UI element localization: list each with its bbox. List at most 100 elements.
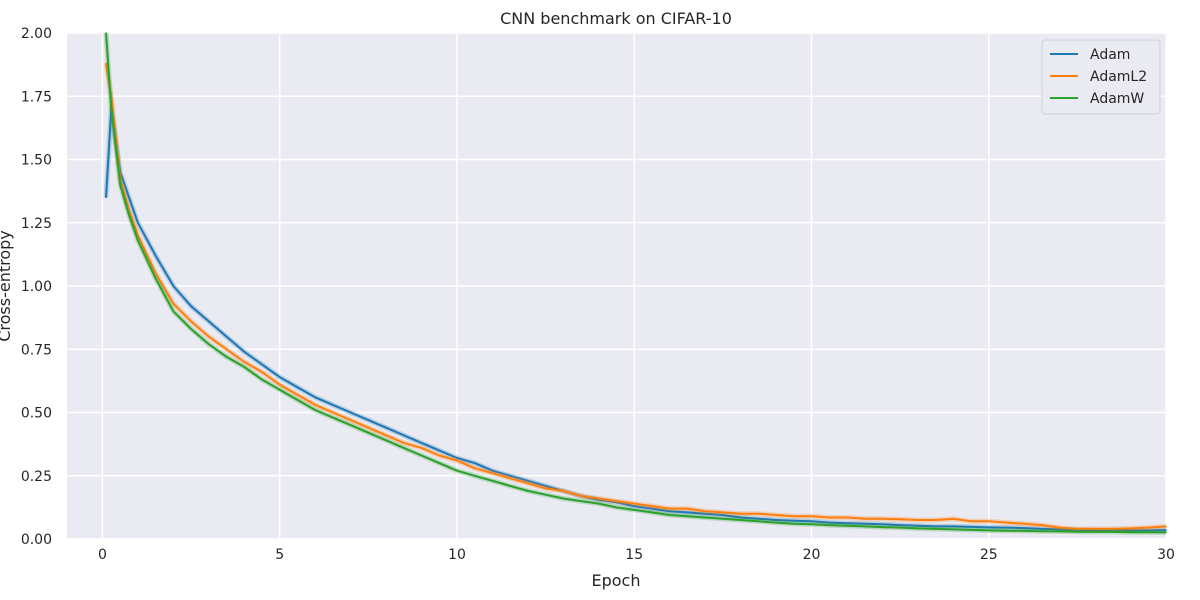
data-point-adaml2 [1112, 528, 1114, 530]
data-point-adaml2 [243, 361, 246, 363]
data-point-adaml2 [810, 515, 813, 517]
data-point-adam [128, 196, 130, 199]
data-point-adam [278, 376, 281, 378]
data-point-adamw [105, 32, 107, 34]
data-point-adamw [739, 519, 742, 521]
data-point-adamw [509, 485, 511, 487]
data-point-adaml2 [651, 505, 653, 507]
data-point-adaml2 [1165, 525, 1167, 528]
data-point-adaml2 [137, 234, 139, 237]
y-tick-label: 0.25 [21, 469, 52, 485]
data-point-adamw [952, 528, 955, 531]
data-point-adam [544, 485, 547, 487]
data-point-adaml2 [863, 518, 866, 520]
data-point-adam [1147, 529, 1150, 532]
data-point-adam [491, 469, 494, 472]
data-point-adamw [1165, 531, 1167, 534]
data-point-adaml2 [775, 514, 777, 516]
data-point-adam [757, 518, 760, 520]
data-point-adaml2 [1147, 526, 1150, 529]
data-point-adam [243, 351, 246, 353]
data-point-adaml2 [952, 518, 955, 520]
y-tick-label: 2.00 [21, 26, 52, 42]
data-point-adaml2 [190, 320, 192, 323]
y-tick-label: 1.00 [21, 279, 52, 295]
data-point-adaml2 [722, 511, 724, 514]
data-point-adamw [456, 469, 458, 472]
data-point-adam [810, 520, 813, 523]
data-point-adamw [987, 529, 990, 532]
data-point-adamw [863, 525, 866, 528]
data-point-adamw [190, 328, 192, 330]
data-point-adam [739, 516, 742, 519]
data-point-adamw [420, 454, 423, 457]
data-point-adamw [491, 480, 494, 482]
data-point-adam [172, 285, 175, 287]
data-point-adamw [775, 521, 777, 524]
data-point-adamw [810, 523, 813, 526]
data-point-adaml2 [473, 467, 476, 470]
data-point-adamw [403, 447, 405, 449]
data-point-adam [917, 525, 919, 527]
data-point-adam [509, 475, 511, 477]
data-point-adaml2 [172, 302, 175, 305]
data-point-adaml2 [509, 477, 511, 480]
data-point-adamw [243, 366, 246, 368]
data-point-adam [1129, 529, 1132, 532]
data-point-adaml2 [633, 502, 635, 505]
data-point-adamw [119, 184, 121, 186]
legend-label-adamw: AdamW [1090, 91, 1144, 107]
data-point-adamw [580, 500, 582, 502]
data-point-adam [775, 519, 777, 521]
data-point-adaml2 [828, 516, 830, 519]
data-point-adamw [722, 518, 724, 520]
data-point-adamw [208, 343, 210, 346]
data-point-adaml2 [208, 335, 210, 338]
data-point-adamw [917, 527, 919, 530]
data-point-adamw [261, 378, 263, 381]
data-point-adamw [367, 431, 370, 434]
data-point-adaml2 [793, 515, 795, 517]
data-point-adamw [1041, 530, 1043, 532]
data-point-adamw [137, 239, 139, 242]
x-tick-label: 20 [803, 547, 821, 563]
data-point-adaml2 [598, 497, 600, 500]
data-point-adaml2 [456, 459, 458, 462]
x-tick-label: 15 [625, 547, 643, 563]
y-tick-label: 1.75 [21, 89, 52, 105]
chart-title: CNN benchmark on CIFAR-10 [500, 9, 732, 28]
data-point-adamw [846, 525, 848, 527]
data-point-adam [1005, 526, 1008, 529]
data-point-adamw [1147, 531, 1150, 533]
data-point-adamw [651, 511, 653, 514]
data-point-adaml2 [934, 519, 937, 521]
data-point-adaml2 [527, 482, 529, 485]
data-point-adamw [110, 108, 113, 110]
data-point-adaml2 [385, 434, 387, 437]
data-point-adam [225, 335, 228, 338]
data-point-adam [651, 507, 653, 510]
legend-label-adaml2: AdamL2 [1090, 69, 1147, 85]
legend-label-adam: Adam [1090, 47, 1130, 63]
data-point-adam [987, 526, 990, 529]
grid-lines [67, 32, 1167, 540]
data-point-adaml2 [1005, 521, 1008, 524]
data-point-adam [934, 525, 937, 528]
data-point-adam [332, 404, 334, 406]
x-tick-label: 10 [448, 547, 466, 563]
data-point-adaml2 [491, 472, 494, 475]
data-point-adam [899, 524, 901, 526]
data-point-adaml2 [1023, 523, 1025, 525]
data-point-adam [403, 434, 405, 437]
data-point-adam [668, 510, 671, 512]
data-point-adamw [1076, 530, 1079, 533]
data-point-adaml2 [615, 500, 618, 502]
data-point-adam [704, 512, 706, 515]
data-point-adamw [598, 502, 600, 505]
x-tick-label: 5 [275, 547, 284, 563]
data-point-adamw [332, 416, 334, 419]
data-point-adaml2 [154, 272, 157, 275]
data-point-adam [1023, 527, 1025, 529]
data-point-adam [385, 426, 387, 429]
